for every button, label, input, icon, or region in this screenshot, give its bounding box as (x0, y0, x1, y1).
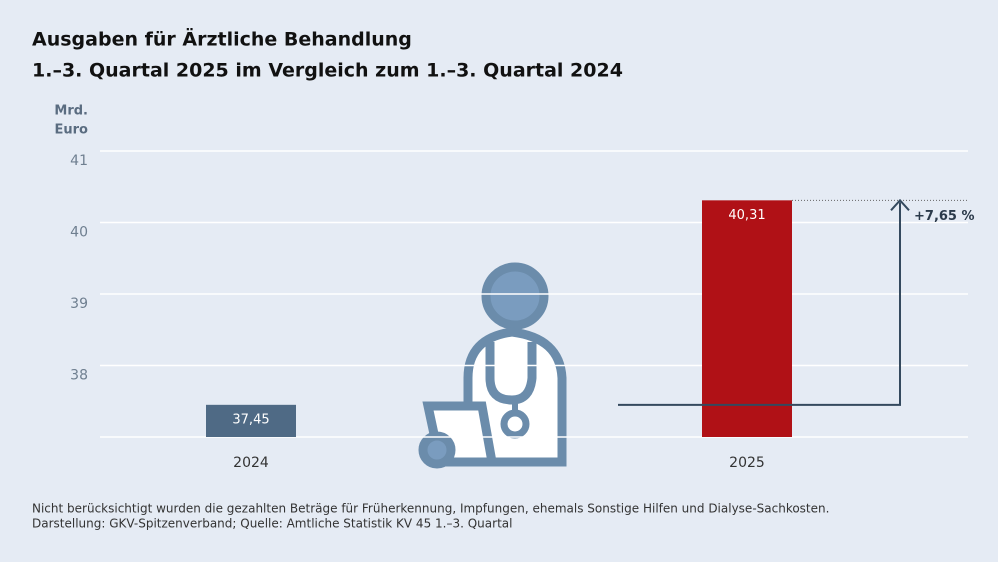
doctor-icon (418, 262, 567, 469)
footnote: Nicht berücksichtigt wurden die gezahlte… (32, 502, 829, 516)
y-tick-label: 40 (70, 225, 88, 241)
y-axis-label: Mrd. (54, 104, 88, 119)
bar (702, 200, 792, 437)
y-tick-label: 38 (70, 368, 88, 384)
chart-title: Ausgaben für Ärztliche Behandlung (32, 27, 412, 51)
value-label: 40,31 (728, 208, 765, 223)
x-tick-label: 2025 (729, 455, 765, 471)
bar (206, 404, 296, 437)
y-axis-label: Euro (55, 123, 89, 138)
y-tick-label: 41 (70, 153, 88, 169)
y-tick-label: 39 (70, 296, 88, 312)
change-arrow (618, 198, 910, 406)
value-label: 37,45 (232, 412, 269, 427)
x-tick-label: 2024 (233, 455, 269, 471)
annotation: +7,65 % (914, 209, 975, 224)
footnote: Darstellung: GKV-Spitzenverband; Quelle:… (32, 517, 512, 531)
chart-subtitle: 1.–3. Quartal 2025 im Vergleich zum 1.–3… (32, 60, 623, 82)
